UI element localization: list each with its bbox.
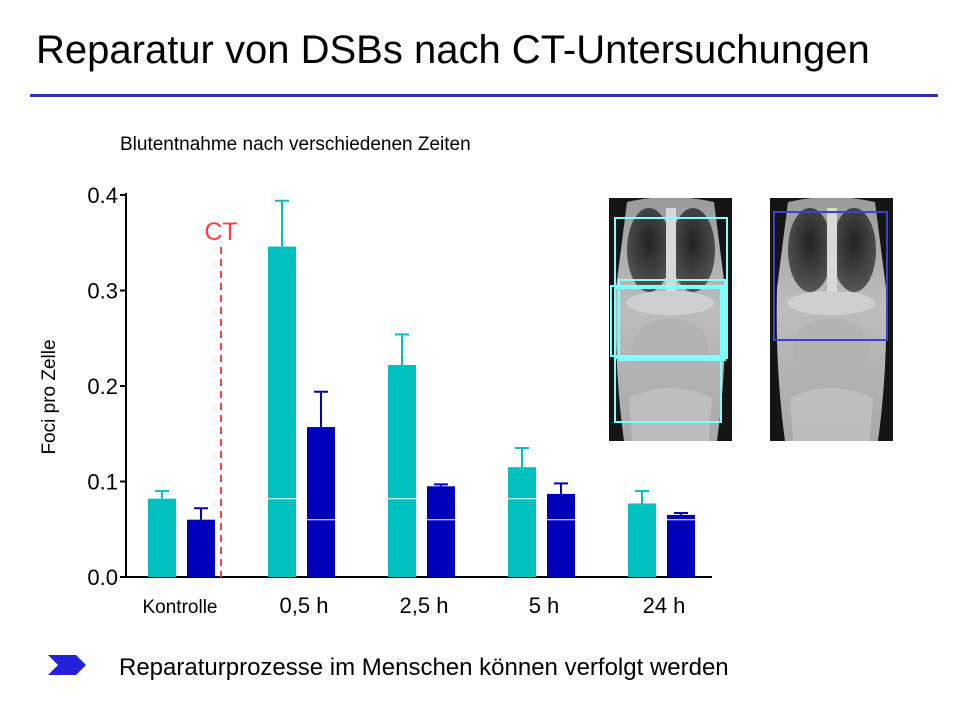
x-tick-label: 24 h [643,593,686,618]
y-tick-label: 0.1 [87,470,118,495]
xray-image-left [609,198,732,441]
bar-series-1-4 [628,503,656,577]
y-tick-label: 0.0 [87,565,118,590]
conclusion-text: Reparaturprozesse im Menschen können ver… [119,654,729,681]
bar-series-2-0 [187,519,215,577]
y-axis-label: Foci pro Zelle [39,339,60,454]
x-tick-label: 2,5 h [400,593,449,618]
bar-series-2-4 [667,514,695,577]
bar-series-1-3 [508,467,536,577]
chart-subtitle: Blutentnahme nach verschiedenen Zeiten [120,134,471,155]
y-tick-label: 0.2 [87,374,118,399]
bar-series-1-2 [388,364,416,577]
arrow-bullet-icon [48,655,86,675]
xray-image-right [770,198,893,441]
x-tick-label: Kontrolle [143,597,218,618]
chest-xray-image [609,198,732,441]
bar-series-2-3 [547,493,575,577]
page-title: Reparatur von DSBs nach CT-Untersuchunge… [36,28,870,72]
x-tick-label: 5 h [529,593,560,618]
chest-xray-image [770,198,893,441]
y-tick-label: 0.4 [87,183,118,208]
bar-series-2-1 [307,427,335,577]
x-tick-label: 0,5 h [280,593,329,618]
bar-series-1-0 [148,498,176,577]
y-tick-label: 0.3 [87,279,118,304]
ct-marker-label: CT [204,218,237,246]
title-divider [30,94,938,97]
bar-series-1-1 [268,246,296,577]
bar-series-2-2 [427,486,455,577]
